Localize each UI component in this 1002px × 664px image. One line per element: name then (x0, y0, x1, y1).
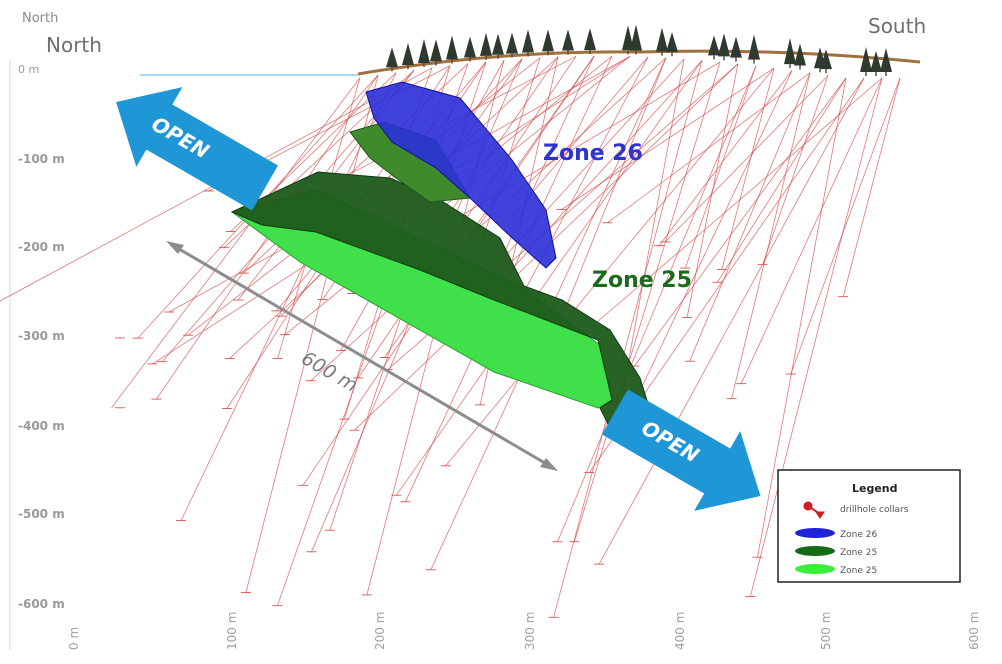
tree-icon (794, 43, 806, 66)
legend-swatch-zone26 (795, 528, 835, 538)
drillhole-trace (310, 57, 667, 382)
drillhole-trace (622, 58, 685, 391)
tree-icon (730, 36, 742, 58)
tree-icon (748, 34, 760, 60)
depth-tick: -500 m (18, 507, 65, 521)
depth-tick: 0 m (18, 63, 39, 76)
distance-tick: 300 m (523, 612, 537, 650)
drillhole-trace (561, 67, 775, 210)
legend: Legend drillhole collars Zone 26 Zone 25… (777, 469, 961, 583)
distance-tick: 400 m (673, 612, 687, 650)
drillhole-trace (842, 77, 901, 297)
drillhole-trace (689, 72, 811, 362)
tree-icon (820, 49, 832, 70)
depth-tick: -600 m (18, 597, 65, 611)
depth-tick: -300 m (18, 329, 65, 343)
tree-icon (630, 24, 642, 51)
distance-tick: 200 m (373, 612, 387, 650)
distance-axis: 0 m 100 m 200 m 300 m 400 m 500 m 600 m (67, 612, 981, 650)
depth-tick: -100 m (18, 152, 65, 166)
north-label: North (46, 33, 102, 57)
drillhole-trace (574, 61, 721, 542)
drillhole-trace (626, 70, 793, 419)
open-arrow-right (602, 389, 761, 511)
drillhole-trace (557, 65, 757, 542)
drillhole-trace (740, 77, 883, 384)
legend-item-label: Zone 26 (840, 530, 878, 540)
drillhole-trace (445, 67, 775, 467)
distance-tick: 100 m (225, 612, 239, 650)
drillhole-trace (607, 72, 811, 224)
zone26-label: Zone 26 (543, 141, 643, 166)
legend-box (777, 469, 961, 583)
tree-icon (718, 33, 730, 57)
drillholes (0, 55, 901, 618)
ground-surface (357, 49, 921, 76)
drillhole-trace (396, 60, 703, 496)
drillhole-trace (762, 75, 829, 265)
open-arrow-left (116, 87, 278, 211)
drillhole-trace (717, 77, 847, 283)
depth-axis: 0 m -100 m -200 m -300 m -400 m -500 m -… (18, 63, 65, 611)
surface-trees (386, 24, 892, 76)
drillhole-trace (111, 77, 361, 409)
tree-icon (418, 38, 430, 63)
drillhole-trace (545, 77, 883, 367)
drillhole-trace (757, 77, 847, 558)
drillhole-trace (684, 65, 757, 269)
tree-icon (542, 29, 554, 52)
distance-tick: 0 m (67, 627, 81, 650)
tree-icon (708, 35, 720, 56)
tree-icon (402, 43, 414, 66)
tree-icon (584, 28, 596, 51)
drillhole-trace (553, 60, 703, 618)
distance-tick: 500 m (819, 612, 833, 650)
tree-icon (880, 48, 892, 72)
zone26-body (365, 81, 557, 269)
drillhole-trace (731, 72, 811, 399)
legend-title: Legend (852, 482, 898, 495)
tree-icon (522, 29, 534, 53)
legend-item-label: Zone 25 (840, 566, 877, 576)
distance-tick: 600 m (967, 612, 981, 650)
legend-item-label: drillhole collars (840, 505, 909, 515)
zone25-label: Zone 25 (592, 268, 692, 293)
depth-tick: -200 m (18, 240, 65, 254)
tree-icon (860, 47, 872, 72)
distance-label: 600 m (298, 347, 362, 396)
drillhole-trace (790, 77, 901, 375)
tree-icon (492, 33, 504, 55)
legend-swatch-zone25-dark (795, 546, 835, 556)
south-label: South (868, 14, 926, 38)
tree-icon (480, 32, 492, 56)
drillhole-trace (634, 77, 847, 367)
tree-icon (562, 29, 574, 51)
tree-icon (430, 39, 442, 62)
drillhole-trace (598, 77, 865, 565)
tree-icon (386, 47, 398, 68)
drillhole-trace (511, 56, 649, 217)
north-label-small: North (22, 11, 58, 26)
tree-icon (446, 35, 458, 60)
tree-icon (870, 51, 882, 72)
tree-icon (784, 38, 796, 65)
distance-arrow (166, 241, 558, 471)
legend-item-label: Zone 25 (840, 548, 877, 558)
drillhole-trace (0, 67, 433, 302)
tree-icon (464, 36, 476, 58)
tree-icon (656, 27, 668, 52)
drillhole-trace (658, 70, 793, 246)
drillhole-trace (245, 75, 379, 593)
drillhole-trace (750, 77, 883, 597)
tree-icon (666, 32, 678, 53)
tree-icon (506, 32, 518, 54)
drillhole-trace (721, 67, 775, 270)
collar-icon (803, 501, 825, 519)
drillhole-trace (665, 75, 829, 243)
legend-swatch-zone25-light (795, 564, 835, 574)
tree-icon (622, 25, 634, 51)
depth-tick: -400 m (18, 419, 65, 433)
